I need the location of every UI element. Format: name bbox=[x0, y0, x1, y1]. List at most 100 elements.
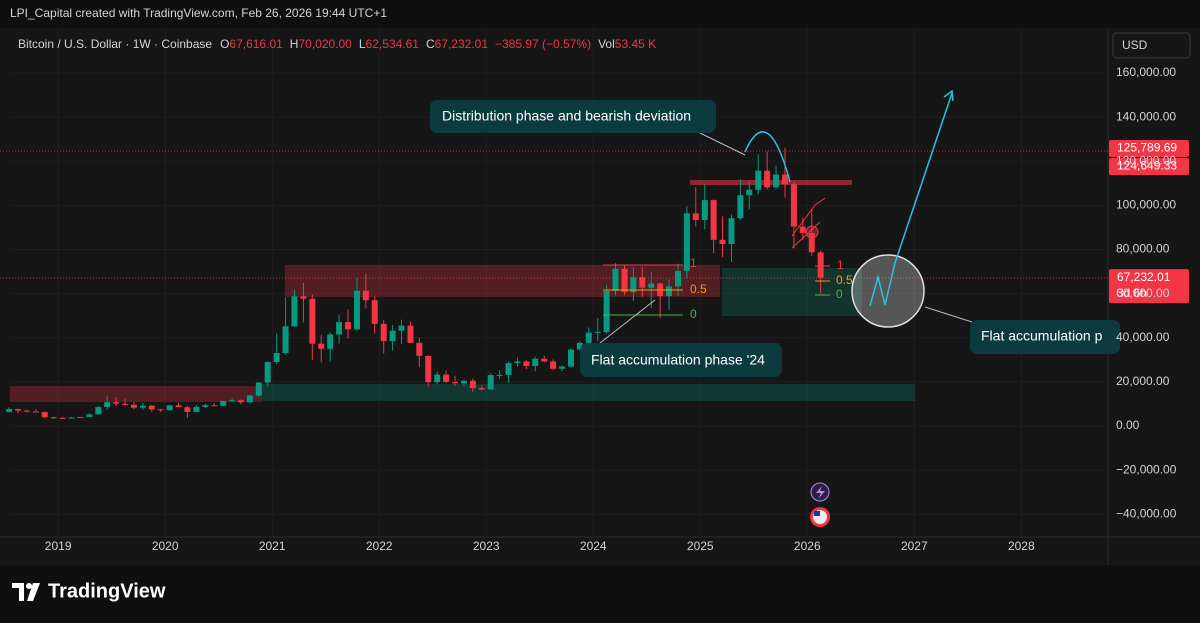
projection bbox=[869, 92, 953, 307]
branding: TradingView bbox=[48, 580, 166, 602]
y-tick-label: 120,000.00 bbox=[1116, 153, 1176, 167]
candle-body bbox=[362, 290, 369, 301]
legend-key: H bbox=[290, 37, 299, 51]
candle-body bbox=[318, 343, 325, 349]
callout-pointer bbox=[924, 306, 973, 323]
candle-body bbox=[157, 409, 164, 411]
candle-body bbox=[639, 277, 646, 288]
candle-body bbox=[755, 170, 762, 190]
candle-body bbox=[808, 232, 815, 253]
candle-body bbox=[202, 405, 209, 407]
marker bbox=[805, 225, 819, 239]
legend-key: L bbox=[359, 37, 366, 51]
fib-label: 0 bbox=[690, 307, 697, 321]
candle-body bbox=[50, 417, 57, 419]
candle-body bbox=[15, 409, 22, 411]
symbol: Bitcoin / U.S. Dollar · 1W · Coinbase bbox=[18, 37, 212, 51]
candle-body bbox=[336, 322, 343, 335]
candle-body bbox=[398, 325, 405, 331]
candle-body bbox=[737, 195, 744, 219]
header: LPI_Capital created with TradingView.com… bbox=[10, 6, 387, 20]
candle-body bbox=[211, 405, 218, 407]
x-tick-label: 2028 bbox=[1008, 539, 1035, 553]
resistance-zone bbox=[285, 265, 720, 297]
candle-body bbox=[603, 290, 610, 333]
candle-body bbox=[799, 226, 806, 233]
old-zone bbox=[10, 386, 262, 402]
y-tick-label: −20,000.00 bbox=[1116, 462, 1177, 476]
candle-body bbox=[782, 174, 789, 185]
legend-value: 67,232.01 bbox=[435, 37, 489, 51]
candle-body bbox=[389, 330, 396, 342]
flag-canton bbox=[814, 511, 820, 516]
candle-body bbox=[175, 405, 182, 408]
candle-body bbox=[675, 270, 682, 287]
price-tag bbox=[1109, 157, 1189, 175]
candle-body bbox=[6, 409, 13, 412]
candle-body bbox=[139, 405, 146, 408]
candle-body bbox=[41, 412, 48, 418]
price-tag-label: 67,232.01 bbox=[1117, 270, 1171, 284]
candle-body bbox=[683, 213, 690, 271]
price-tags: 125,789.69 124,649.33 67,232.01 3d 6h bbox=[1109, 139, 1189, 304]
candle-body bbox=[790, 184, 797, 227]
candle-body bbox=[327, 334, 334, 349]
x-tick-label: 2019 bbox=[45, 539, 72, 553]
accumulation-zone bbox=[722, 268, 862, 316]
x-tick-label: 2020 bbox=[152, 539, 179, 553]
candle-body bbox=[496, 374, 503, 376]
candle-body bbox=[621, 268, 628, 293]
candle-body bbox=[148, 405, 155, 410]
candle-body bbox=[166, 405, 173, 411]
candle-body bbox=[550, 361, 557, 369]
price-tag-label: 124,649.33 bbox=[1117, 159, 1177, 173]
candle-body bbox=[478, 388, 485, 390]
event-icon-glyph bbox=[816, 486, 825, 499]
candle-body bbox=[273, 352, 280, 363]
candle-body bbox=[630, 277, 637, 293]
currency: USD bbox=[1122, 38, 1148, 52]
candle-body bbox=[104, 402, 111, 408]
candle-body bbox=[585, 332, 592, 343]
candle-body bbox=[451, 381, 458, 384]
callout-pointer bbox=[699, 132, 746, 156]
candle-body bbox=[193, 406, 200, 412]
candle-body bbox=[309, 298, 316, 344]
legend-value: 53.45 K bbox=[615, 37, 656, 51]
candle-body bbox=[773, 174, 780, 188]
arrow-head bbox=[943, 89, 954, 102]
candles bbox=[6, 147, 824, 419]
callout bbox=[970, 320, 1120, 354]
fib-label: 0.5 bbox=[836, 273, 853, 287]
candle-body bbox=[122, 403, 129, 405]
candle-body bbox=[95, 407, 102, 415]
candle-body bbox=[77, 416, 84, 418]
x-tick-label: 2025 bbox=[687, 539, 714, 553]
y-tick-label: 60,000.00 bbox=[1116, 286, 1170, 300]
candle-body bbox=[113, 402, 120, 404]
candle-body bbox=[443, 374, 450, 382]
candle-body bbox=[282, 326, 289, 353]
candle-body bbox=[701, 200, 708, 220]
countdown: 3d 6h bbox=[1117, 286, 1147, 300]
currency-button[interactable] bbox=[1112, 32, 1191, 59]
top-arc bbox=[744, 131, 791, 183]
candle-body bbox=[371, 300, 378, 324]
candle-body bbox=[86, 414, 93, 417]
y-tick-label: 80,000.00 bbox=[1116, 242, 1170, 256]
legend-value: 62,534.61 bbox=[366, 37, 420, 51]
candle-body bbox=[710, 200, 717, 240]
candle-body bbox=[666, 286, 673, 297]
candle-body bbox=[130, 404, 137, 408]
legend-key: O bbox=[220, 37, 229, 51]
price-tag bbox=[1109, 269, 1189, 304]
candle-body bbox=[523, 361, 530, 367]
candle-body bbox=[746, 189, 753, 196]
logo-mark bbox=[12, 583, 24, 601]
candle-body bbox=[300, 296, 307, 299]
candle-body bbox=[532, 358, 539, 367]
x-tick-label: 2022 bbox=[366, 539, 393, 553]
callout-pointer bbox=[599, 299, 656, 344]
candle-body bbox=[469, 380, 476, 389]
